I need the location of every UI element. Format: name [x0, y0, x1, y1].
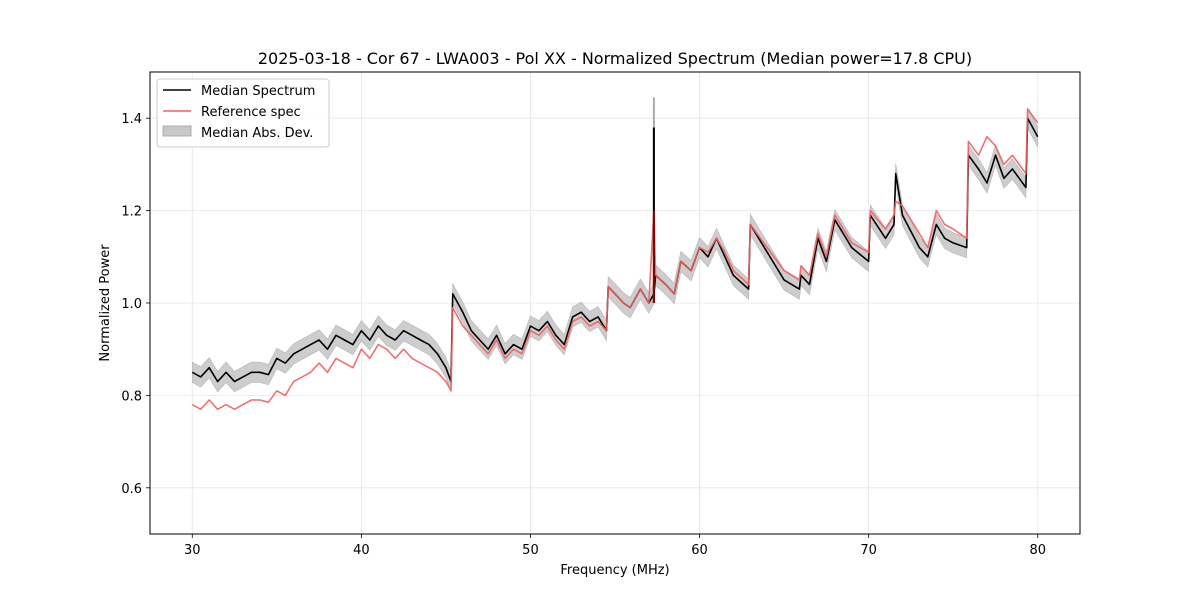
grid-lines: [150, 72, 1080, 534]
y-tick-label: 1.4: [121, 112, 142, 127]
x-tick-label: 30: [184, 543, 201, 558]
x-axis-label: Frequency (MHz): [560, 563, 669, 578]
x-tick-label: 60: [691, 543, 708, 558]
legend-label-mad: Median Abs. Dev.: [201, 126, 313, 141]
legend-box: [156, 78, 330, 148]
y-axis: 0.6 0.8 1.0 1.2 1.4: [121, 112, 150, 497]
x-tick-label: 40: [353, 543, 370, 558]
reference-spectrum-line: [191, 108, 1039, 411]
series-lines: [191, 97, 1039, 411]
legend-label-reference: Reference spec: [201, 105, 301, 120]
y-tick-label: 1.0: [121, 297, 142, 312]
y-tick-label: 0.8: [121, 389, 142, 404]
legend-swatch-mad: [162, 125, 192, 137]
chart-title: 2025-03-18 - Cor 67 - LWA003 - Pol XX - …: [258, 49, 972, 68]
legend: Median Spectrum Reference spec Median Ab…: [156, 78, 330, 148]
x-tick-label: 50: [522, 543, 539, 558]
y-axis-label: Normalized Power: [98, 244, 113, 362]
mad-band-area: [192, 106, 1038, 393]
x-tick-label: 80: [1029, 543, 1046, 558]
x-axis: 30 40 50 60 70 80: [184, 534, 1046, 558]
y-tick-label: 0.6: [121, 482, 142, 497]
x-tick-label: 70: [860, 543, 877, 558]
mad-band: [192, 106, 1038, 393]
legend-label-median: Median Spectrum: [201, 84, 315, 99]
y-tick-label: 1.2: [121, 205, 142, 220]
